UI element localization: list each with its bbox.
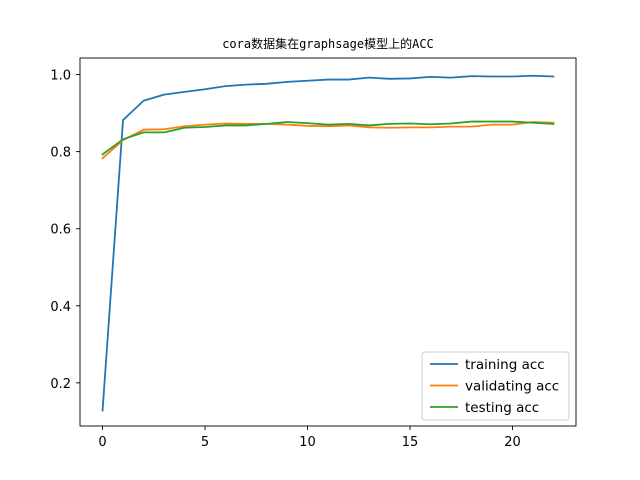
legend-label: validating acc [465,379,559,395]
x-tick-label: 10 [299,435,316,450]
series-line-training-acc [101,74,555,412]
legend: training acc validating acc testing acc [421,351,570,421]
legend-box [421,351,570,421]
series-lines [101,74,555,412]
y-tick-label: 0.2 [50,377,71,392]
series-line-testing-acc [101,120,555,156]
y-tick-label: 1.0 [50,69,71,84]
axes: 0 5 10 15 20 0.2 0.4 0.6 0.8 1.0 [50,57,577,450]
chart-title: cora数据集在graphsage模型上的ACC [222,36,434,51]
x-tick-label: 20 [504,435,521,450]
y-tick-label: 0.6 [50,223,71,238]
series-line-validating-acc [101,121,555,160]
x-tick-label: 5 [201,435,209,450]
plot-frame [79,57,577,427]
y-tick-label: 0.4 [50,300,71,315]
x-tick-label: 15 [402,435,419,450]
legend-label: testing acc [465,400,539,416]
legend-label: training acc [465,357,545,373]
x-tick-label: 0 [98,435,106,450]
y-tick-label: 0.8 [50,146,71,161]
